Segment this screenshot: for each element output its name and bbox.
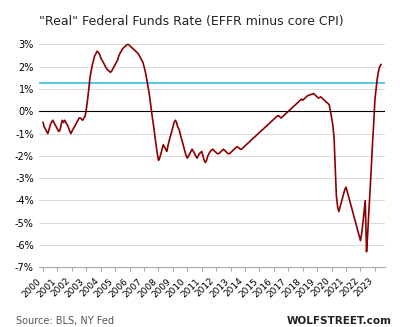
- Text: "Real" Federal Funds Rate (EFFR minus core CPI): "Real" Federal Funds Rate (EFFR minus co…: [39, 15, 343, 28]
- Text: WOLFSTREET.com: WOLFSTREET.com: [287, 316, 392, 326]
- Text: Source: BLS, NY Fed: Source: BLS, NY Fed: [16, 316, 114, 326]
